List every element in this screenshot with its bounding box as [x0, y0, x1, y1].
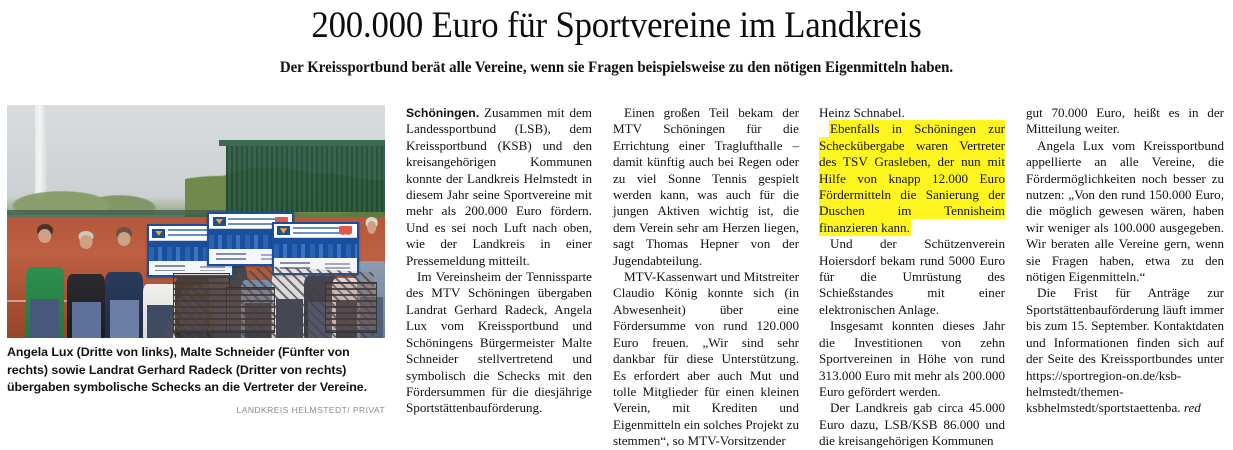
photo-back-fence	[7, 209, 227, 222]
photo-patio-chair	[324, 282, 378, 334]
highlighted-text: Ebenfalls in Schöningen zur Schecküberga…	[819, 121, 1005, 235]
text-column-2: Einen großen Teil bekam der MTV Schöning…	[613, 105, 799, 450]
photo-person	[67, 230, 106, 338]
paragraph: gut 70.000 Euro, heißt es in der Mitteil…	[1026, 105, 1224, 137]
paragraph: Im Vereinsheim der Tennissparte des MTV …	[406, 269, 592, 416]
article-body: Angela Lux (Dritte von links), Malte Sch…	[0, 103, 1233, 448]
paragraph: Schöningen. Zusammen mit dem Landessport…	[406, 105, 592, 269]
text-column-4: gut 70.000 Euro, heißt es in der Mitteil…	[1026, 105, 1224, 417]
photo-tree-line-left	[7, 167, 189, 215]
photo-fence-rail	[218, 139, 385, 146]
photo-column: Angela Lux (Dritte von links), Malte Sch…	[7, 105, 385, 415]
photo-person	[25, 223, 64, 338]
photo-credit: LANDKREIS HELMSTEDT/ PRIVAT	[236, 404, 385, 415]
paragraph-text: Zusammen mit dem Landessportbund (LSB), …	[406, 105, 592, 268]
page-title: 200.000 Euro für Sportvereine im Landkre…	[311, 5, 922, 46]
paragraph: Einen großen Teil bekam der MTV Schöning…	[613, 105, 799, 268]
photo-person	[105, 227, 144, 338]
paragraph-highlighted: Ebenfalls in Schöningen zur Schecküberga…	[819, 121, 1005, 236]
article-photo	[7, 105, 385, 338]
dateline: Schöningen.	[406, 106, 480, 120]
text-column-3: Heinz Schnabel. Ebenfalls in Schöningen …	[819, 105, 1005, 450]
paragraph: Angela Lux vom Kreissportbund appelliert…	[1026, 137, 1224, 285]
paragraph: Insgesamt konnten dieses Jahr die Invest…	[819, 318, 1005, 399]
paragraph: MTV-Kassenwart und Mitstreiter Claudio K…	[613, 269, 799, 449]
article-header: 200.000 Euro für Sportvereine im Landkre…	[0, 0, 1233, 79]
paragraph: Und der Schützenverein Hoiersdorf bekam …	[819, 236, 1005, 317]
article-subheadline: Der Kreissportbund berät alle Vereine, w…	[279, 59, 954, 76]
photo-patio-chair	[173, 272, 230, 334]
text-column-1: Schöningen. Zusammen mit dem Landessport…	[406, 105, 592, 417]
paragraph: Heinz Schnabel.	[819, 105, 905, 120]
photo-patio-chair	[226, 286, 276, 334]
paragraph-text: Die Frist für Anträge zur Sportstättenba…	[1026, 285, 1224, 416]
paragraph: Die Frist für Anträge zur Sportstättenba…	[1026, 285, 1224, 416]
paragraph: Der Landkreis gab circa 45.000 Euro dazu…	[819, 400, 1005, 449]
photo-ball-stop-net	[226, 142, 385, 213]
author-signature: red	[1183, 400, 1201, 416]
symbolic-cheque	[271, 221, 359, 276]
photo-caption: Angela Lux (Dritte von links), Malte Sch…	[7, 345, 367, 395]
